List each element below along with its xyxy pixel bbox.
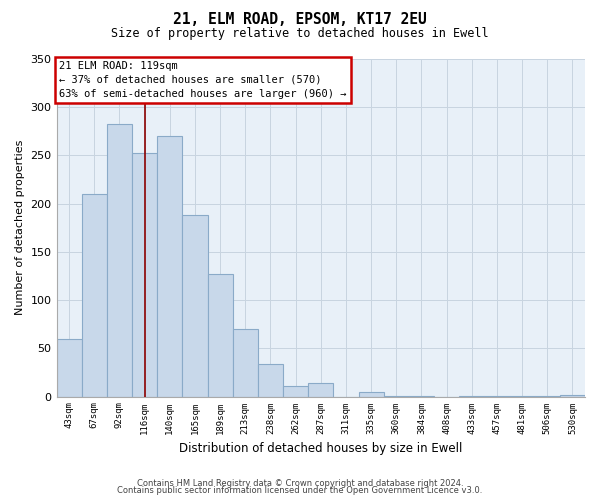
- X-axis label: Distribution of detached houses by size in Ewell: Distribution of detached houses by size …: [179, 442, 463, 455]
- Bar: [283, 386, 308, 396]
- Bar: [308, 383, 334, 396]
- Text: 21, ELM ROAD, EPSOM, KT17 2EU: 21, ELM ROAD, EPSOM, KT17 2EU: [173, 12, 427, 28]
- Text: Contains HM Land Registry data © Crown copyright and database right 2024.: Contains HM Land Registry data © Crown c…: [137, 478, 463, 488]
- Bar: [208, 274, 233, 396]
- Bar: [258, 364, 283, 396]
- Text: Size of property relative to detached houses in Ewell: Size of property relative to detached ho…: [111, 28, 489, 40]
- Y-axis label: Number of detached properties: Number of detached properties: [15, 140, 25, 316]
- Bar: [82, 194, 107, 396]
- Text: 21 ELM ROAD: 119sqm
← 37% of detached houses are smaller (570)
63% of semi-detac: 21 ELM ROAD: 119sqm ← 37% of detached ho…: [59, 61, 347, 99]
- Bar: [132, 152, 157, 396]
- Bar: [560, 394, 585, 396]
- Bar: [107, 124, 132, 396]
- Text: Contains public sector information licensed under the Open Government Licence v3: Contains public sector information licen…: [118, 486, 482, 495]
- Bar: [157, 136, 182, 396]
- Bar: [233, 329, 258, 396]
- Bar: [182, 215, 208, 396]
- Bar: [56, 338, 82, 396]
- Bar: [359, 392, 383, 396]
